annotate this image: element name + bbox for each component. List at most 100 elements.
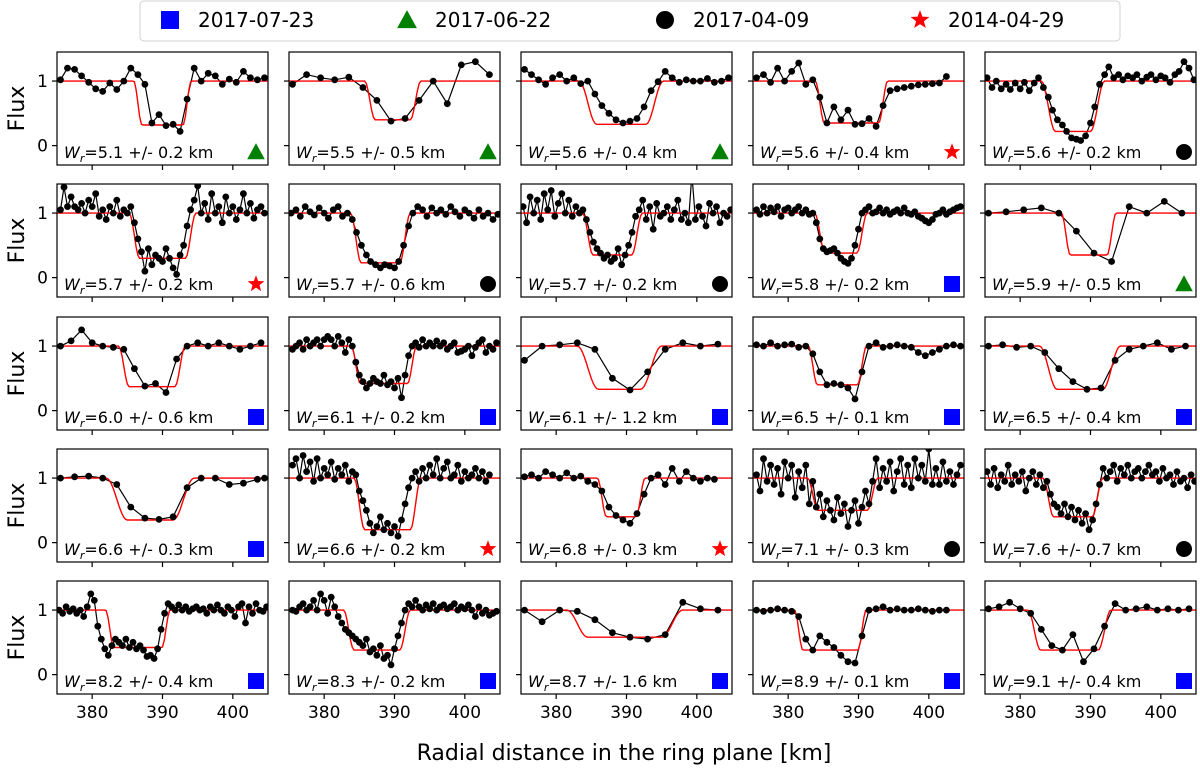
epoch-star-icon (943, 143, 961, 160)
data-point (714, 340, 722, 348)
data-point (823, 497, 831, 505)
data-point (781, 458, 788, 466)
data-point (436, 474, 444, 482)
data-point (1006, 598, 1013, 606)
data-point (689, 474, 697, 482)
data-point (907, 343, 915, 351)
data-point (943, 342, 950, 350)
data-point (897, 455, 905, 463)
data-point (936, 345, 943, 353)
data-point (1006, 86, 1014, 93)
model-line (521, 609, 732, 638)
data-point (401, 606, 409, 614)
data-point (1152, 468, 1160, 475)
data-point (76, 606, 84, 614)
width-label: Wr=6.6 +/- 0.3 km (64, 540, 213, 562)
y-tick-label: 0 (37, 534, 48, 554)
data-point (812, 219, 820, 227)
data-point (1125, 203, 1133, 211)
epoch-square-icon (944, 673, 960, 689)
plot-area (985, 598, 1196, 666)
data-point (358, 241, 365, 249)
x-tick-label: 390 (378, 703, 410, 723)
data-point (851, 120, 859, 128)
width-label: Wr=6.5 +/- 0.1 km (760, 408, 909, 430)
data-point (1040, 84, 1047, 91)
data-point (1078, 519, 1086, 527)
data-point (57, 76, 64, 84)
data-line (988, 200, 1183, 263)
y-tick-label: 0 (37, 666, 48, 686)
data-point (528, 471, 535, 479)
data-point (240, 68, 247, 75)
data-point (296, 474, 303, 482)
data-point (398, 516, 405, 524)
data-point (64, 64, 71, 72)
data-point (538, 618, 546, 626)
data-point (781, 341, 788, 349)
data-point (795, 613, 803, 620)
data-point (391, 645, 398, 653)
data-point (1119, 76, 1127, 84)
data-point (296, 212, 304, 220)
data-point (795, 468, 803, 475)
data-point (614, 245, 622, 253)
width-label: Wr=8.9 +/- 0.1 km (760, 672, 909, 694)
data-point (109, 343, 117, 351)
data-point (261, 209, 268, 217)
data-point (1175, 68, 1183, 75)
data-point (310, 211, 318, 219)
data-point (183, 484, 191, 492)
data-point (855, 225, 862, 233)
data-point (254, 475, 261, 483)
data-point (914, 605, 922, 613)
data-point (957, 461, 964, 469)
data-point (331, 475, 339, 483)
data-line (756, 61, 947, 128)
data-point (426, 461, 434, 469)
y-axis-title: Flux (5, 86, 30, 132)
data-point (169, 264, 177, 272)
data-point (1043, 477, 1051, 485)
panel: Wr=6.1 +/- 1.2 km (516, 316, 733, 435)
data-point (363, 635, 370, 643)
width-label: Wr=6.1 +/- 0.2 km (296, 408, 445, 430)
data-point (1133, 71, 1141, 78)
plot-area (521, 598, 732, 643)
data-point (770, 208, 778, 216)
data-point (709, 209, 717, 217)
data-point (225, 209, 233, 217)
legend-box (139, 0, 1121, 42)
data-point (242, 619, 249, 627)
data-point (538, 342, 546, 350)
plot-area (753, 603, 964, 667)
model-line (753, 609, 964, 651)
data-point (127, 503, 135, 511)
data-point (171, 606, 179, 614)
data-point (985, 468, 991, 475)
model-line (753, 80, 964, 124)
data-point (472, 613, 479, 620)
data-point (85, 196, 93, 204)
data-point (753, 74, 760, 82)
data-point (422, 474, 430, 482)
data-point (1075, 506, 1082, 514)
data-point (1164, 605, 1172, 613)
data-point (635, 206, 643, 214)
data-point (1040, 484, 1047, 492)
data-point (324, 471, 332, 479)
data-point (166, 254, 173, 262)
data-point (609, 629, 616, 637)
data-point (1064, 513, 1072, 521)
width-label: Wr=5.7 +/- 0.2 km (64, 275, 213, 297)
panel-grid: 0 1 Flux Wr=5.1 +/- 0.2 km Wr=5.5 +/- 0.5 km… (5, 51, 1197, 723)
data-point (788, 461, 796, 469)
plot-area (753, 59, 964, 130)
data-point (1117, 465, 1125, 472)
epoch-square-icon (248, 673, 264, 689)
legend-square-icon (161, 11, 179, 29)
data-point (556, 474, 564, 482)
data-point (830, 380, 838, 387)
data-point (827, 506, 834, 514)
data-point (1175, 606, 1182, 614)
